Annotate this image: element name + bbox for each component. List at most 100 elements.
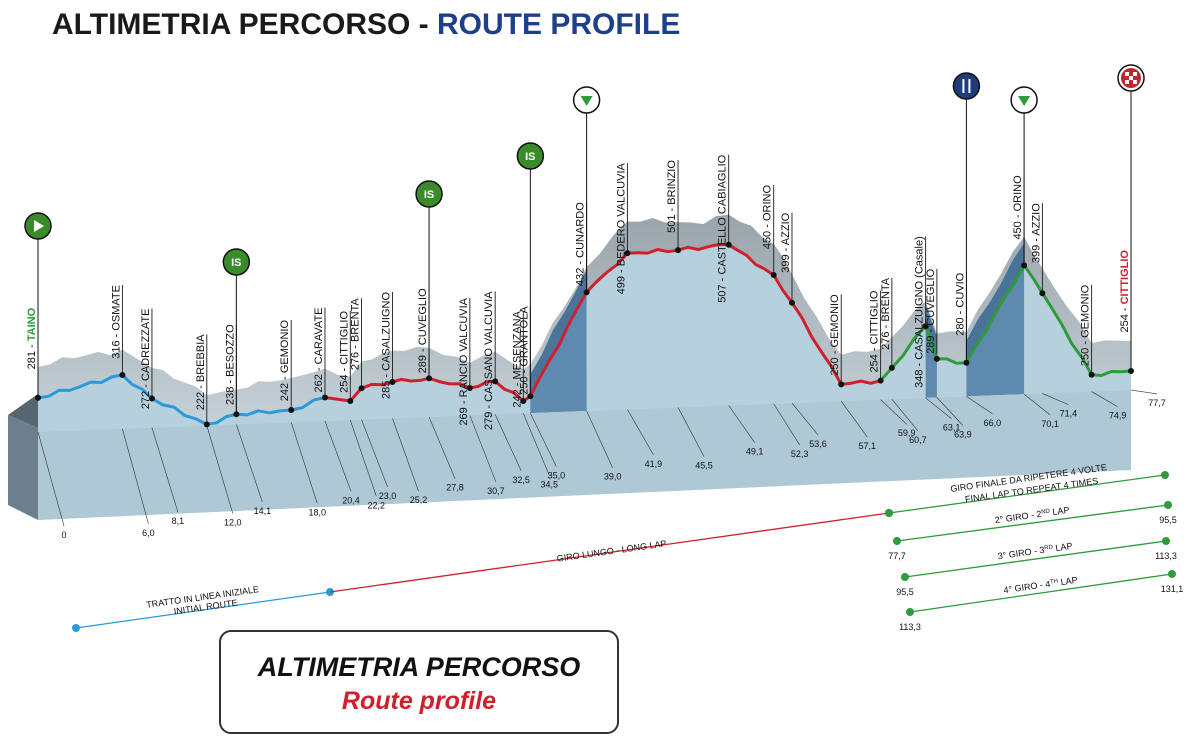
play-icon: [34, 220, 44, 232]
checkered-square: [1133, 80, 1137, 84]
place-alt: 450 -: [1012, 211, 1024, 239]
route-segment-long: [324, 243, 881, 403]
title-part-2: ROUTE PROFILE: [437, 8, 681, 41]
km-leader: [936, 397, 964, 426]
km-leader: [469, 415, 497, 482]
km-label: 63,1: [943, 423, 961, 433]
lap-dot: [885, 509, 893, 517]
place-label: 450 - ORINO: [762, 185, 774, 250]
lap-dot: [1162, 537, 1170, 545]
place-dot: [520, 398, 527, 405]
place-alt: 269 -: [458, 397, 470, 425]
place-alt: 272 -: [140, 381, 152, 409]
profile-base: [8, 214, 1131, 520]
km-label: 70,1: [1041, 419, 1059, 429]
place-dot: [888, 364, 895, 371]
place-name: BESOZZO: [224, 324, 236, 377]
place-alt: 250 -: [518, 367, 530, 395]
lap-dot: [901, 573, 909, 581]
place-alt: 242 -: [279, 373, 291, 401]
place-name: CASSANO VALCUVIA: [483, 291, 495, 402]
lap-label-part: LAP: [1049, 505, 1070, 518]
place-label: 272 - CADREZZATE: [140, 309, 152, 410]
place-name: AZZIO: [780, 212, 792, 245]
lap-label-sup: ND: [1041, 508, 1051, 515]
triangle-down-icon: [1018, 96, 1031, 106]
place-alt: 281 -: [26, 341, 38, 369]
place-dot: [838, 381, 845, 388]
km-leader: [151, 427, 179, 513]
place-alt: 250 -: [1080, 338, 1092, 366]
km-leader: [791, 402, 819, 436]
place-dot: [321, 394, 328, 401]
place-dot: [203, 421, 210, 428]
place-name: BRENTA: [350, 298, 362, 342]
checkered-square: [1133, 72, 1137, 76]
km-leader: [966, 396, 993, 415]
place-dot: [877, 377, 884, 384]
place-name: ORINO: [762, 185, 774, 222]
km-leader: [37, 431, 65, 527]
place-label: 238 - BESOZZO: [224, 324, 236, 405]
place-name: CITTIGLIO: [869, 290, 881, 344]
km-leader: [1130, 389, 1158, 395]
km-leader: [627, 409, 654, 455]
place-label: 250 - GEMONIO: [829, 294, 841, 376]
place-label: 250 - GRANTOLA: [518, 306, 530, 395]
place-dot: [492, 378, 499, 385]
place-alt: 399 -: [1030, 236, 1042, 264]
place-name: RANCIO VALCUVIA: [458, 297, 470, 397]
place-alt: 222 -: [195, 382, 207, 410]
climb-band: [925, 326, 937, 398]
place-name: GEMONIO: [279, 320, 291, 374]
place-name: CUNARDO: [575, 202, 587, 258]
place-label: 280 - CUVIO: [954, 272, 966, 335]
place-alt: 254 -: [338, 365, 350, 393]
lap-line: [329, 512, 890, 593]
km-label: 63,9: [954, 429, 972, 439]
place-dot: [725, 241, 732, 248]
route-segment-final: [879, 263, 1132, 382]
lap-label: 4° GIRO - 4TH LAP: [1003, 575, 1078, 595]
legend-subtitle: Route profile: [341, 687, 497, 715]
legend-title: ALTIMETRIA PERCORSO: [257, 652, 581, 682]
place-alt: 242 -: [511, 380, 523, 408]
place-label: 507 - CASTELLO CABIAGLIO: [717, 154, 729, 302]
km-leader: [586, 410, 613, 468]
km-label: 25,2: [410, 495, 428, 505]
place-label: 501 - BRINZIO: [666, 160, 678, 233]
place-name: CASTELLO CABIAGLIO: [717, 154, 729, 274]
km-leader: [523, 413, 550, 476]
km-leader: [530, 412, 557, 467]
place-label: 254 - CITTIGLIO: [1119, 250, 1131, 333]
place-label: 399 - AZZIO: [780, 212, 792, 272]
place-dot: [389, 378, 396, 385]
place-alt: 289 -: [925, 326, 937, 354]
lap-dot: [893, 537, 901, 545]
place-dot: [788, 299, 795, 306]
markers: IS IS IS: [24, 64, 1145, 415]
km-label: 34,5: [541, 479, 559, 489]
lap-label-part: LAP: [1052, 541, 1073, 554]
place-name: BREBBIA: [195, 334, 207, 382]
place-label: 254 - CITTIGLIO: [869, 290, 881, 372]
km-label: 6,0: [142, 528, 155, 538]
km-leader: [350, 419, 377, 497]
place-alt: 499 -: [615, 266, 627, 294]
lap-label-sup: TH: [1050, 579, 1059, 586]
place-name: CUVEGLIO: [417, 288, 429, 345]
km-label: 71,4: [1060, 409, 1078, 419]
km-label: 45,5: [695, 461, 713, 471]
lap-label: GIRO LUNGO - LONG LAP: [556, 538, 667, 563]
base-left-top: [8, 393, 38, 428]
km-label: 23,0: [379, 491, 397, 501]
place-dot: [1039, 290, 1046, 297]
km-label: 66,0: [984, 418, 1002, 428]
climb-band: [530, 292, 587, 414]
lap-km-label: 113,3: [1155, 551, 1177, 561]
km-label: 74,9: [1109, 411, 1127, 421]
place-name: MESENZANA: [511, 310, 523, 379]
place-label: 499 - BEDERO VALCUVIA: [615, 162, 627, 294]
place-name: BRENTA: [880, 277, 892, 321]
place-name: CARAVATE: [313, 307, 325, 364]
